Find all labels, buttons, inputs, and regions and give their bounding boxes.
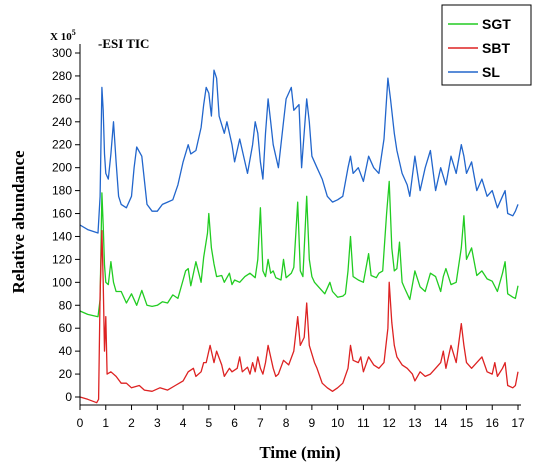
y-tick-label: 60 (59, 321, 73, 335)
y-tick-label: 240 (52, 115, 72, 129)
y-tick-label: 260 (52, 92, 72, 106)
y-tick-label: 0 (65, 390, 72, 404)
multiplier-label: X 105 (50, 28, 76, 43)
y-tick-label: 20 (59, 367, 73, 381)
x-tick-label: 9 (309, 416, 316, 430)
axes (79, 44, 521, 406)
x-tick-label: 4 (180, 416, 187, 430)
x-tick-label: 14 (434, 416, 448, 430)
legend-label-sl: SL (482, 64, 500, 80)
y-tick-label: 40 (59, 344, 73, 358)
x-axis-title: Time (min) (259, 443, 340, 462)
series-line-sbt (79, 230, 519, 404)
series-line-sl (79, 69, 519, 234)
y-tick-label: 80 (59, 298, 73, 312)
annotation-esi-tic: -ESI TIC (98, 36, 149, 51)
y-tick-label: 160 (52, 207, 72, 221)
series-line-sgt (79, 180, 519, 318)
x-tick-label: 1 (102, 416, 109, 430)
y-tick-label: 100 (52, 275, 72, 289)
y-tick-label: 180 (52, 184, 72, 198)
x-tick-label: 7 (257, 416, 264, 430)
x-tick-label: 10 (331, 416, 345, 430)
series-lines (79, 69, 519, 404)
y-tick-label: 220 (52, 138, 72, 152)
y-tick-label: 120 (52, 252, 72, 266)
x-tick-label: 11 (357, 416, 370, 430)
x-tick-label: 15 (460, 416, 474, 430)
y-tick-label: 300 (52, 46, 72, 60)
y-tick-label: 140 (52, 229, 72, 243)
y-tick-label: 280 (52, 69, 72, 83)
x-tick-label: 17 (511, 416, 525, 430)
x-tick-label: 16 (486, 416, 500, 430)
x-tick-label: 0 (77, 416, 84, 430)
y-tick-label: 200 (52, 161, 72, 175)
x-tick-label: 6 (231, 416, 238, 430)
x-tick-label: 8 (283, 416, 290, 430)
x-tick-label: 12 (382, 416, 396, 430)
y-axis-title: Relative abundance (9, 150, 28, 294)
legend-label-sgt: SGT (482, 16, 511, 32)
x-tick-label: 5 (205, 416, 212, 430)
legend: SGT SBT SL (441, 4, 532, 86)
y-ticks: 0 20 40 60 80 100 120 140 160 180 200 220 240 260 280 3… (52, 46, 80, 404)
x-tick-label: 13 (408, 416, 422, 430)
x-tick-label: 2 (128, 416, 135, 430)
x-ticks: 0 1 2 3 4 5 6 7 8 9 10 11 12 13 14 15 16 17 (77, 405, 525, 430)
legend-label-sbt: SBT (482, 40, 510, 56)
x-tick-label: 3 (154, 416, 161, 430)
